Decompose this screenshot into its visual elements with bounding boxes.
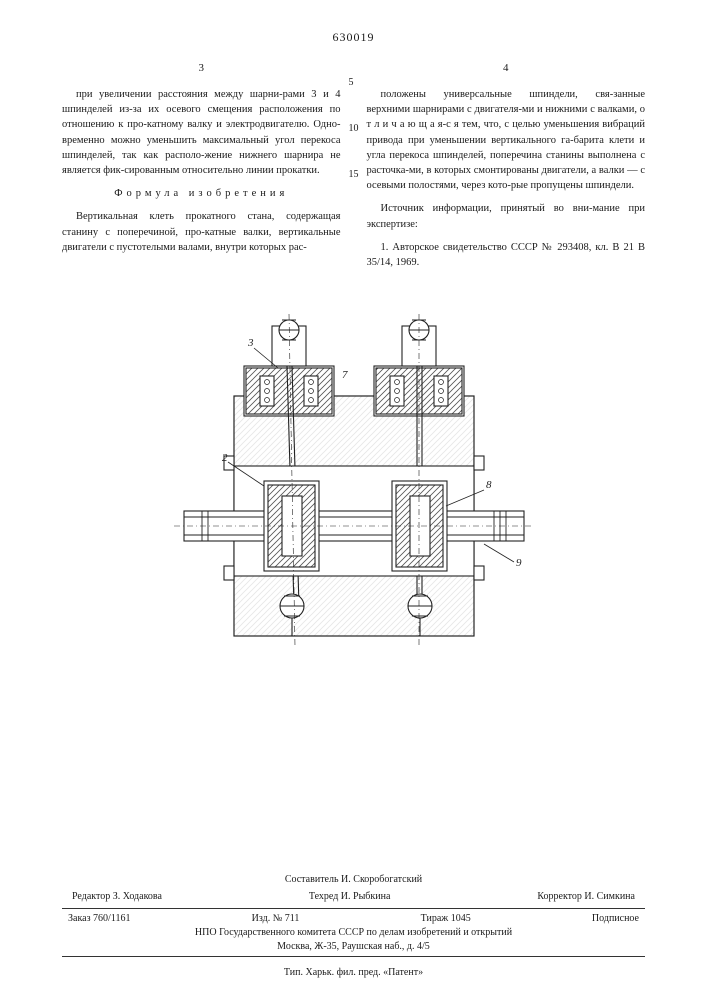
print-run: Тираж 1045 [421,913,471,924]
line-number-gutter: 5 10 15 [349,78,359,216]
callout-label: 2 [222,452,228,464]
compiler-credit: Составитель И. Скоробогатский [62,874,645,885]
callout-label: 3 [247,337,254,349]
source-item: 1. Авторское свидетельство СССР № 293408… [367,240,646,270]
line-num: 10 [349,124,359,134]
right-column: 4 положены универсальные шпиндели, свя-з… [367,61,646,278]
printer-credit: Тип. Харьк. фил. пред. «Патент» [62,967,645,978]
callout-label: 8 [486,479,492,491]
order-number: Заказ 760/1161 [68,913,130,924]
left-column: 3 при увеличении расстояния между шарни-… [62,61,341,278]
editor-credit: Редактор З. Ходакова [72,891,162,902]
source-title: Источник информации, принятый во вни-ман… [367,201,646,231]
document-number: 630019 [62,30,645,45]
divider [62,908,645,909]
callout-label: 7 [342,369,348,381]
divider [62,956,645,957]
imprint-footer: Составитель И. Скоробогатский Редактор З… [62,874,645,978]
technical-drawing: 2 3 7 8 9 [62,306,645,686]
line-num: 5 [349,78,359,88]
column-page-number: 3 [62,61,341,77]
publisher-address: Москва, Ж-35, Раушская наб., д. 4/5 [62,941,645,952]
corrector-credit: Корректор И. Симкина [537,891,635,902]
techred-credit: Техред И. Рыбкина [309,891,391,902]
body-paragraph: положены универсальные шпиндели, свя-зан… [367,87,646,194]
body-paragraph: при увеличении расстояния между шарни-ра… [62,87,341,178]
formula-title: Формула изобретения [62,186,341,201]
callout-label: 9 [516,557,522,569]
line-num: 15 [349,170,359,180]
column-page-number: 4 [367,61,646,77]
publisher-org: НПО Государственного комитета СССР по де… [62,927,645,938]
body-paragraph: Вертикальная клеть прокатного стана, сод… [62,209,341,255]
edition-number: Изд. № 711 [252,913,300,924]
subscription: Подписное [592,913,639,924]
